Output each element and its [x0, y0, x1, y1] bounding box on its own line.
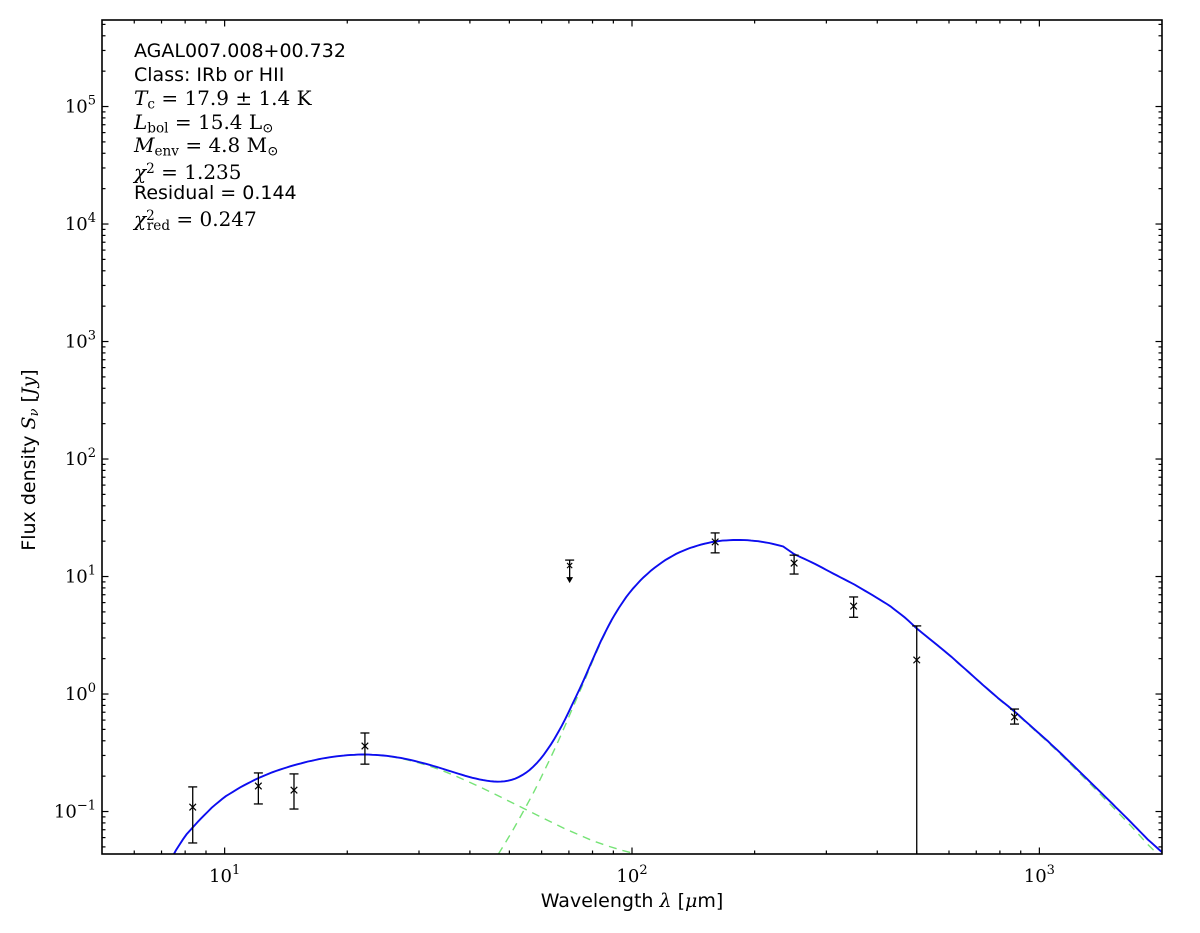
text-segment: AGAL007.008+00.732 [134, 40, 346, 62]
text-segment: ] [17, 369, 40, 377]
text-segment: env [154, 143, 179, 160]
annotation-line-3: Lbol = 15.4 L⊙ [134, 109, 346, 137]
text-segment: = 1.235 [154, 160, 242, 185]
data-point [710, 532, 720, 554]
text-segment: ⊙ [262, 120, 274, 137]
text-segment: S [17, 416, 40, 430]
annotation-line-6: Residual = 0.144 [134, 182, 346, 206]
text-segment: M [134, 133, 155, 158]
text-segment: bol [147, 120, 169, 137]
y-tick-label: 100 [65, 681, 96, 705]
x-axis-label: Wavelength λ [μm] [541, 890, 724, 912]
data-point [253, 772, 263, 805]
x-tick-label: 102 [616, 863, 647, 887]
warm-component-curve [173, 753, 639, 854]
x-marker [711, 538, 719, 546]
text-segment: Flux density [17, 429, 40, 551]
y-tick-label: 104 [65, 211, 96, 235]
text-segment: ⊙ [267, 143, 279, 160]
annotation-line-0: AGAL007.008+00.732 [134, 40, 346, 64]
y-tick-label: 105 [65, 94, 96, 118]
data-point [789, 554, 799, 575]
text-segment: = 15.4 L [168, 109, 263, 134]
text-segment: χ [134, 160, 147, 185]
data-point [360, 732, 370, 765]
text-segment: Class: IRb or HII [134, 63, 285, 86]
text-segment: λ [659, 890, 672, 912]
data-point [912, 625, 922, 854]
text-segment: = 17.9 ± 1.4 K [154, 86, 312, 111]
x-marker [566, 562, 573, 569]
text-segment: Residual = 0.144 [134, 181, 297, 204]
x-marker [189, 803, 197, 811]
stats-annotation: AGAL007.008+00.732 Class: IRb or HII Tc = … [134, 40, 346, 234]
text-segment: χ [134, 207, 147, 232]
text-segment: = 4.8 M [178, 133, 268, 158]
cold-component-curve [497, 539, 1159, 854]
annotation-line-5: χ2 = 1.235 [134, 158, 346, 185]
curves-group [172, 539, 1162, 854]
x-marker [290, 786, 298, 794]
text-segment: ν [27, 408, 43, 417]
annotation-line-2: Tc = 17.9 ± 1.4 K [134, 86, 346, 113]
text-segment: 2 [146, 208, 155, 225]
x-marker [361, 742, 369, 750]
x-marker [1010, 713, 1019, 721]
tick-labels-group: 101 102 103 10−1 100 101 102 103 104 105 [54, 94, 1055, 887]
text-segment: T [134, 86, 148, 111]
data-points-group [188, 532, 1020, 854]
annotation-line-7: χ2red = 0.247 [134, 205, 346, 233]
data-point [1010, 708, 1020, 725]
x-tick-label: 101 [209, 863, 240, 887]
y-tick-label: 102 [65, 446, 96, 470]
text-segment: red [146, 217, 171, 234]
text-segment: Jy [17, 376, 40, 396]
text-segment: Wavelength [540, 890, 660, 912]
axes-group [101, 19, 1163, 855]
x-marker [790, 559, 798, 567]
upper-limit-marker [565, 559, 575, 584]
annotation-line-1: Class: IRb or HII [134, 64, 346, 88]
y-axis-label: Flux density Sν [Jy] [18, 369, 42, 550]
annotation-line-4: Menv = 4.8 M⊙ [134, 133, 346, 160]
y-tick-label: 10−1 [54, 799, 96, 823]
x-marker [849, 602, 858, 610]
text-segment: 2 [146, 160, 155, 177]
text-segment: m] [697, 890, 724, 912]
data-point [188, 786, 198, 844]
text-segment: = 0.247 [170, 207, 257, 232]
model-fit-curve [172, 539, 1162, 854]
text-segment: L [134, 109, 148, 134]
x-marker [913, 656, 921, 664]
text-segment: c [147, 96, 155, 113]
x-tick-label: 103 [1024, 863, 1055, 887]
text-segment: μ [684, 890, 698, 912]
y-tick-label: 103 [65, 329, 96, 353]
down-arrow-icon [566, 577, 574, 584]
text-segment: [ [17, 395, 40, 409]
x-marker [254, 782, 263, 790]
data-point [289, 773, 299, 810]
y-tick-label: 101 [65, 564, 96, 588]
data-point [849, 596, 859, 618]
text-segment: [ [671, 890, 685, 912]
